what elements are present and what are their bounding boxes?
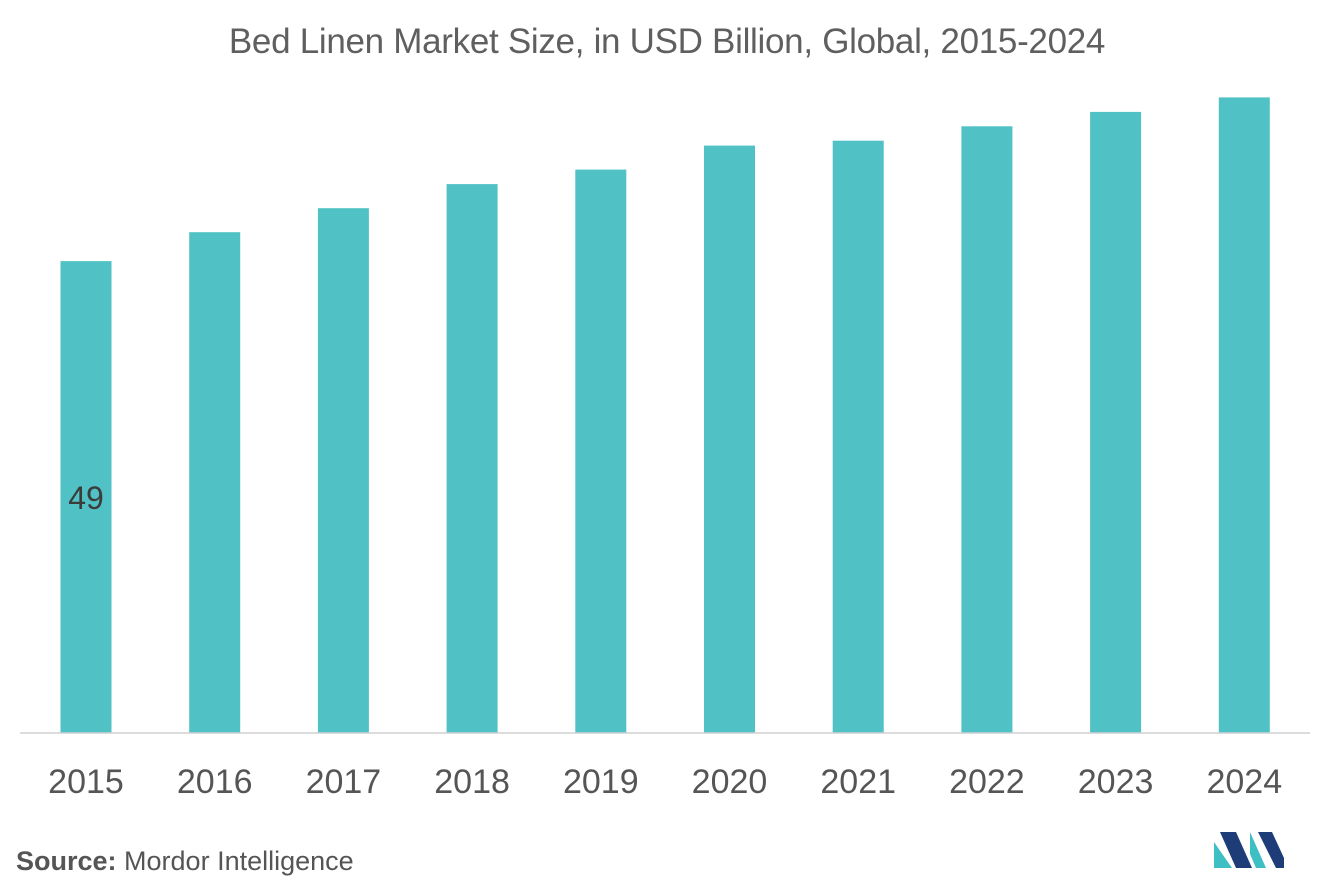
chart-title: Bed Linen Market Size, in USD Billion, G… bbox=[228, 22, 1106, 61]
x-tick-label-2019: 2019 bbox=[563, 763, 639, 801]
x-tick-label-2020: 2020 bbox=[692, 763, 768, 801]
bar-2021 bbox=[832, 140, 884, 733]
bar-2024 bbox=[1218, 97, 1270, 733]
bar-2017 bbox=[317, 208, 369, 733]
bar-2019 bbox=[575, 169, 627, 734]
bar-2015 bbox=[60, 261, 112, 733]
bar-2018 bbox=[446, 184, 498, 734]
data-label-2015: 49 bbox=[68, 480, 104, 516]
x-tick-label-2016: 2016 bbox=[177, 763, 253, 801]
x-tick-label-2022: 2022 bbox=[949, 763, 1025, 801]
bars-group bbox=[60, 97, 1270, 734]
x-tick-label-2024: 2024 bbox=[1206, 763, 1282, 801]
x-tick-labels: 2015 2016 2017 2018 2019 2020 2021 2022 2023 2024 bbox=[48, 763, 1282, 801]
source-text: Mordor Intelligence bbox=[124, 846, 354, 876]
x-tick-label-2021: 2021 bbox=[820, 763, 896, 801]
x-tick-label-2023: 2023 bbox=[1078, 763, 1154, 801]
data-labels: 49 bbox=[68, 480, 104, 516]
source-label: Source: bbox=[16, 846, 117, 876]
bar-2020 bbox=[704, 145, 755, 734]
bar-2022 bbox=[961, 126, 1013, 734]
source-note: Source: Mordor Intelligence bbox=[16, 846, 354, 877]
bar-2016 bbox=[189, 232, 241, 733]
x-tick-label-2017: 2017 bbox=[306, 763, 382, 801]
mordor-intelligence-logo-icon bbox=[1214, 832, 1284, 868]
x-tick-label-2015: 2015 bbox=[48, 763, 124, 801]
bar-2023 bbox=[1090, 111, 1142, 733]
x-tick-label-2018: 2018 bbox=[434, 763, 510, 801]
